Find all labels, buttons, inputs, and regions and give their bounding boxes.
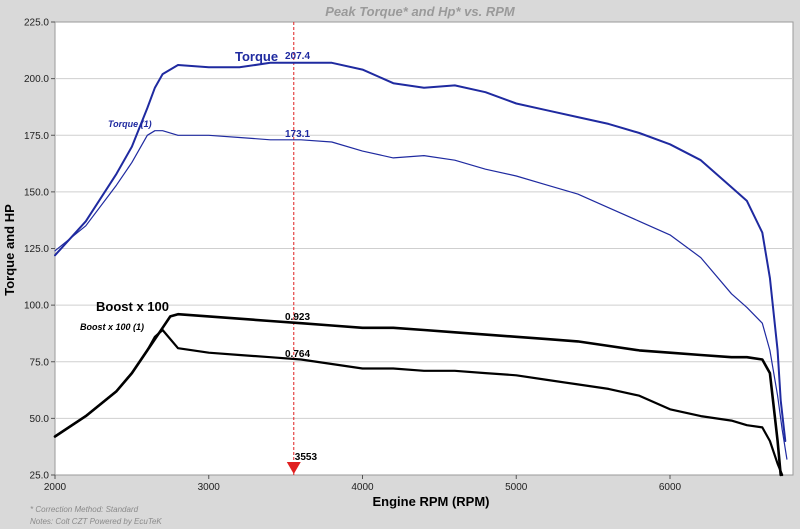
chart-title: Peak Torque* and Hp* vs. RPM	[325, 4, 516, 19]
cursor-marker-icon	[286, 462, 301, 474]
series-line-3	[53, 328, 784, 477]
cursor-value-label-0: 207.4	[285, 51, 310, 62]
y-tick-label: 50.0	[30, 414, 50, 425]
y-tick-label: 150.0	[24, 187, 49, 198]
y-axis-ticks: 25.0 50.0 75.0 100.0 125.0 150.0 175.0 200.0 225…	[24, 18, 55, 482]
rpm-cursor[interactable]: 3553	[286, 22, 318, 475]
series-name-label-3: Boost x 100 (1)	[80, 322, 144, 332]
x-axis-ticks: 2000 3000 4000 5000 6000	[44, 475, 682, 493]
cursor-value-label-3: 0.764	[285, 349, 310, 360]
x-tick-label: 2000	[44, 482, 67, 493]
y-tick-label: 175.0	[24, 131, 49, 142]
series-name-label-0: Torque	[235, 49, 278, 64]
y-tick-label: 75.0	[30, 357, 50, 368]
series-name-label-2: Boost x 100	[96, 299, 169, 314]
series-labels: Torque 207.4 Torque (1) 173.1 Boost x 100 0.9…	[80, 49, 310, 360]
y-tick-label: 200.0	[24, 74, 49, 85]
x-tick-label: 6000	[659, 482, 682, 493]
series-line-2	[53, 312, 783, 477]
cursor-value-label-1: 173.1	[285, 129, 310, 140]
series-lines	[53, 61, 788, 477]
series-line-1	[54, 130, 788, 460]
x-axis-label: Engine RPM (RPM)	[373, 494, 490, 509]
y-tick-label: 25.0	[30, 471, 50, 482]
cursor-rpm-label: 3553	[295, 452, 318, 463]
correction-note: * Correction Method: Standard	[30, 505, 139, 514]
y-tick-label: 100.0	[24, 301, 49, 312]
x-tick-label: 5000	[505, 482, 528, 493]
series-line-0	[54, 61, 787, 442]
x-tick-label: 3000	[198, 482, 221, 493]
y-tick-label: 225.0	[24, 18, 49, 29]
series-name-label-1: Torque (1)	[108, 119, 152, 129]
y-tick-label: 125.0	[24, 244, 49, 255]
dyno-notes: Notes: Colt CZT Powered by EcuTeK	[30, 517, 162, 526]
y-axis-label: Torque and HP	[2, 204, 17, 296]
x-tick-label: 4000	[351, 482, 374, 493]
cursor-value-label-2: 0.923	[285, 312, 310, 323]
